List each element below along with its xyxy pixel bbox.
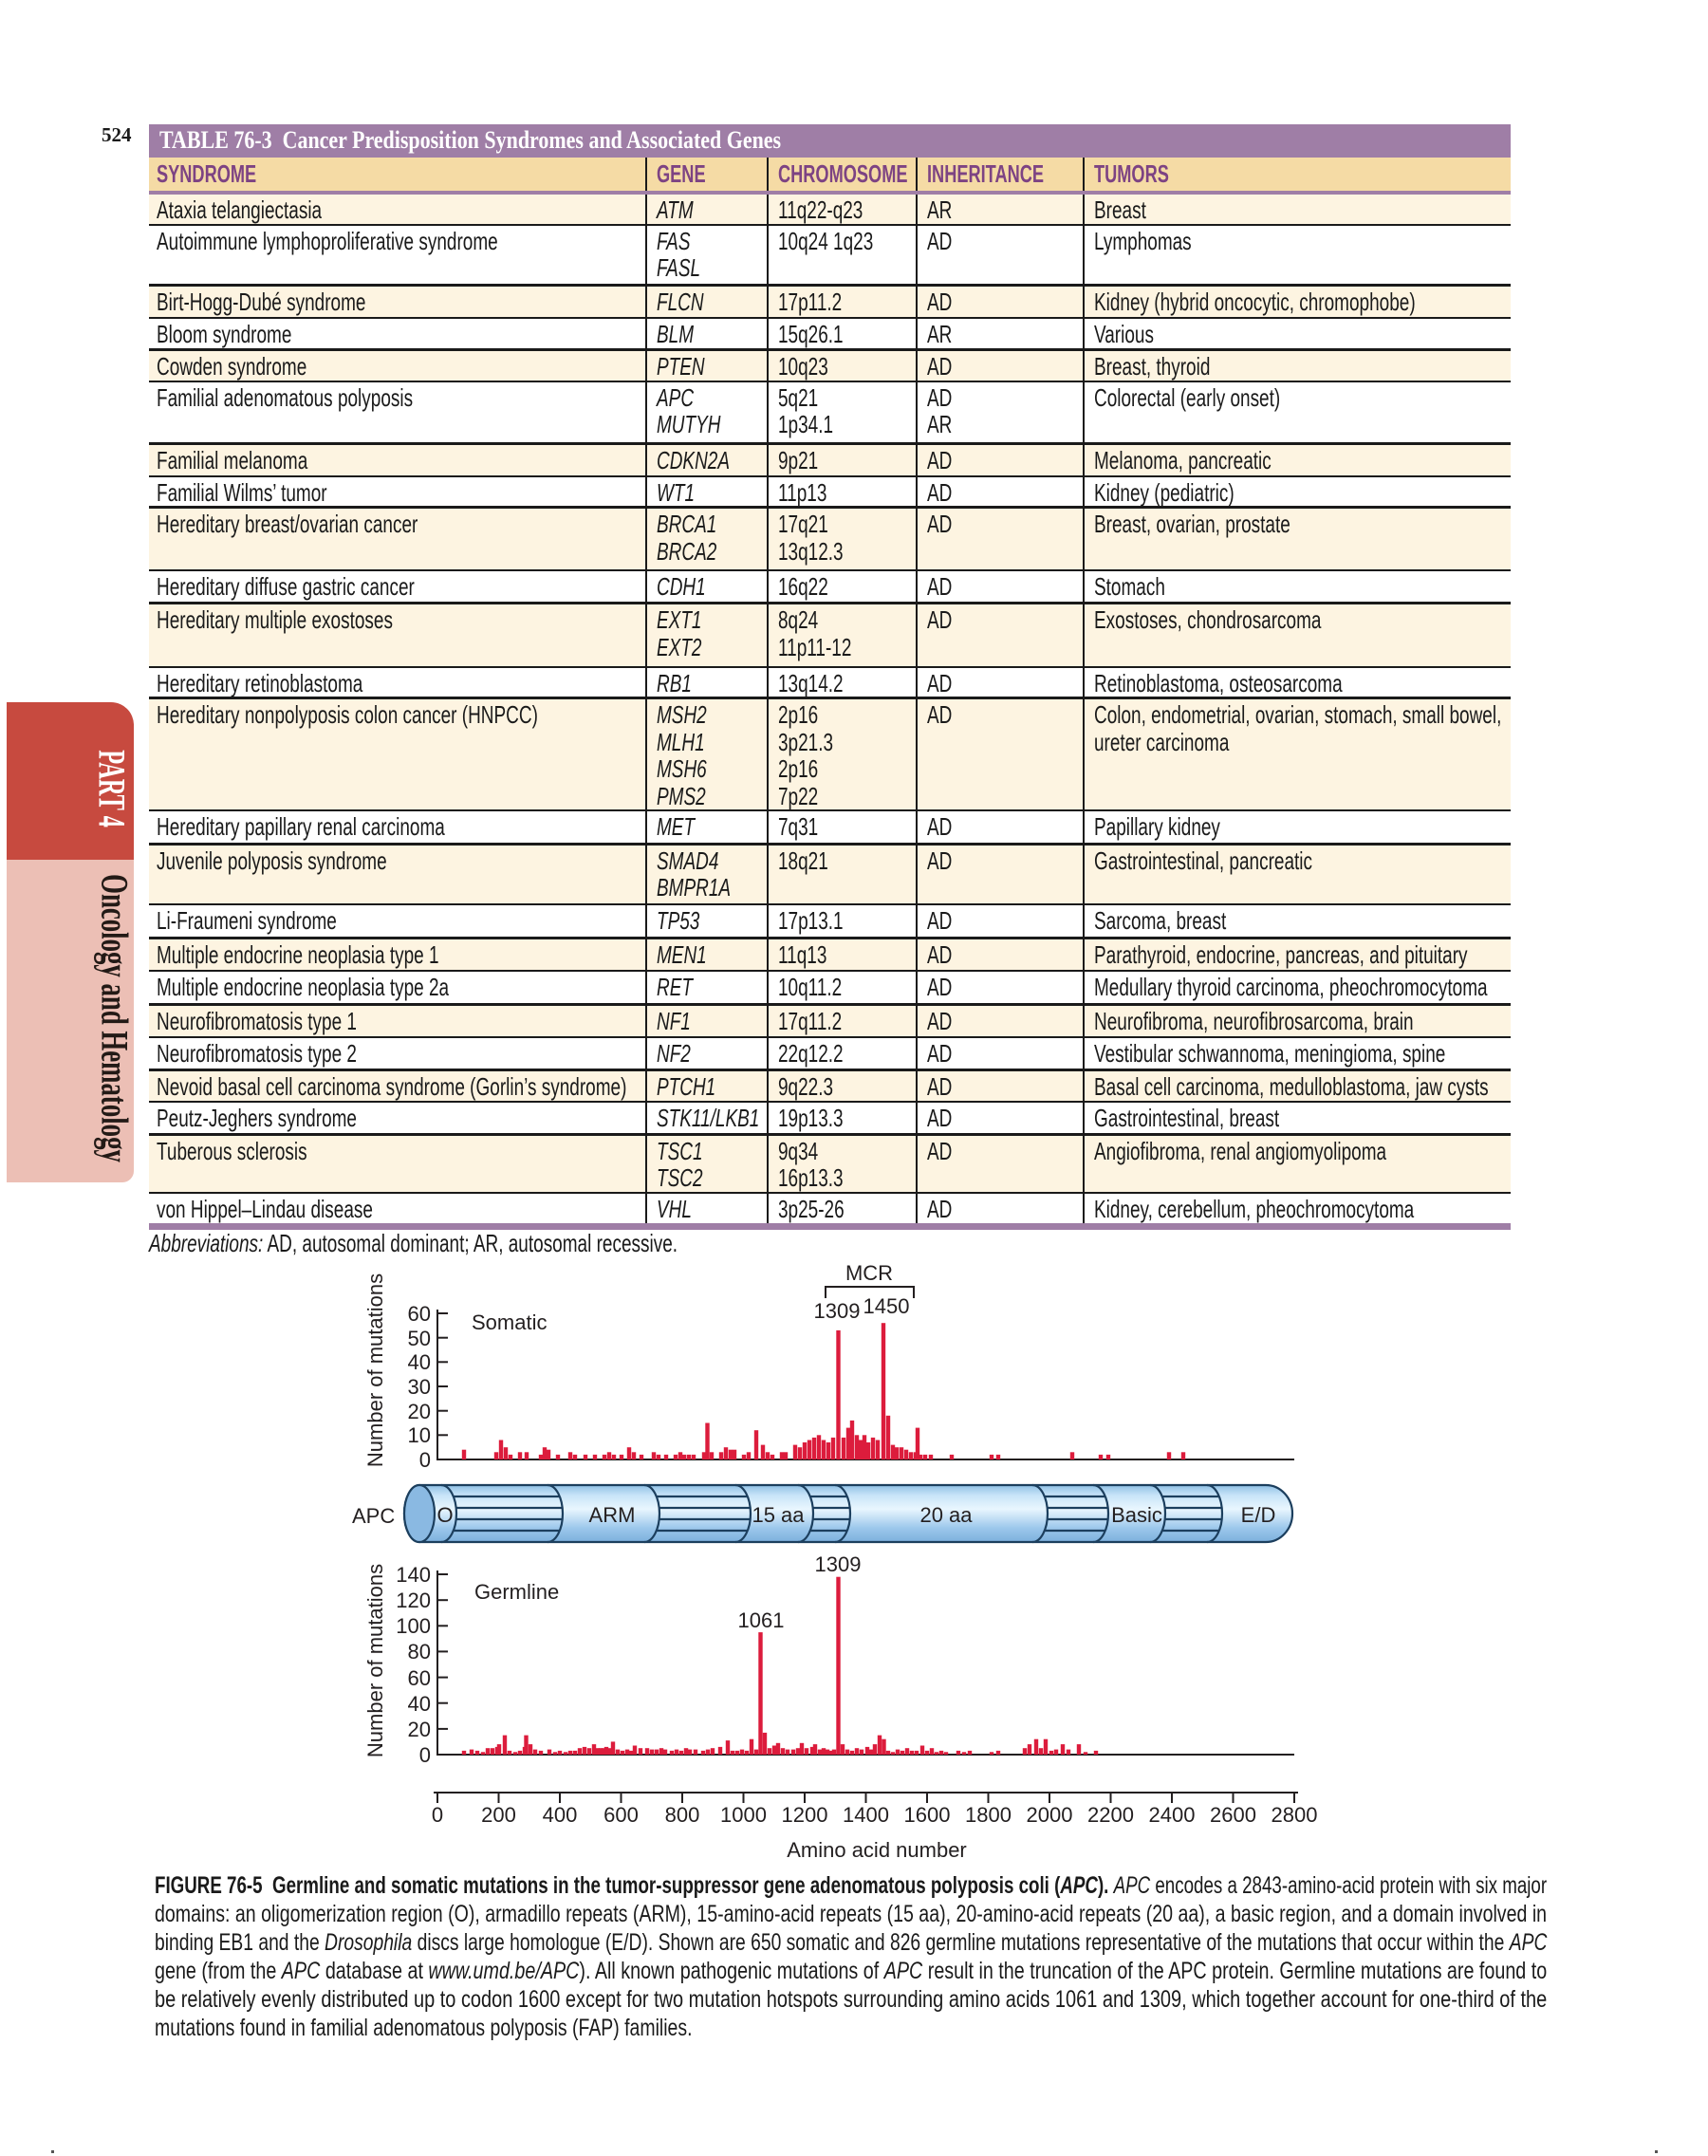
svg-text:20 aa: 20 aa (919, 1503, 973, 1527)
svg-text:Amino acid number: Amino acid number (787, 1838, 967, 1862)
svg-text:0: 0 (419, 1743, 431, 1767)
svg-text:30: 30 (408, 1375, 431, 1399)
svg-text:1000: 1000 (720, 1803, 767, 1827)
svg-text:APC: APC (352, 1504, 395, 1528)
svg-text:ARM: ARM (589, 1503, 636, 1527)
svg-text:20: 20 (408, 1718, 431, 1741)
svg-text:2000: 2000 (1027, 1803, 1073, 1827)
svg-text:100: 100 (396, 1614, 431, 1638)
svg-text:140: 140 (396, 1563, 431, 1587)
svg-text:10: 10 (408, 1423, 431, 1447)
svg-text:O: O (436, 1503, 453, 1527)
svg-text:1200: 1200 (782, 1803, 828, 1827)
svg-text:40: 40 (408, 1350, 431, 1374)
svg-text:400: 400 (543, 1803, 578, 1827)
svg-text:50: 50 (408, 1327, 431, 1350)
svg-text:Somatic: Somatic (472, 1310, 547, 1334)
svg-text:20: 20 (408, 1400, 431, 1423)
svg-text:60: 60 (408, 1666, 431, 1690)
svg-text:800: 800 (665, 1803, 700, 1827)
svg-text:2600: 2600 (1210, 1803, 1256, 1827)
svg-text:Germline: Germline (474, 1580, 559, 1604)
svg-text:600: 600 (603, 1803, 639, 1827)
svg-text:1450: 1450 (863, 1294, 910, 1318)
svg-text:MCR: MCR (845, 1261, 893, 1285)
svg-text:Number of mutations: Number of mutations (363, 1273, 387, 1467)
svg-text:2400: 2400 (1149, 1803, 1196, 1827)
svg-text:1800: 1800 (965, 1803, 1012, 1827)
svg-text:1400: 1400 (843, 1803, 889, 1827)
svg-text:120: 120 (396, 1589, 431, 1612)
svg-text:0: 0 (419, 1448, 431, 1472)
svg-text:2200: 2200 (1087, 1803, 1134, 1827)
svg-text:Basic: Basic (1111, 1503, 1162, 1527)
svg-text:80: 80 (408, 1640, 431, 1663)
svg-text:1061: 1061 (738, 1608, 785, 1632)
svg-text:1600: 1600 (904, 1803, 951, 1827)
svg-text:200: 200 (481, 1803, 516, 1827)
svg-text:2800: 2800 (1272, 1803, 1318, 1827)
svg-text:E/D: E/D (1241, 1503, 1276, 1527)
svg-text:0: 0 (432, 1803, 443, 1827)
svg-text:1309: 1309 (814, 1299, 861, 1323)
svg-text:Number of mutations: Number of mutations (363, 1564, 387, 1757)
svg-text:40: 40 (408, 1692, 431, 1716)
svg-text:15 aa: 15 aa (752, 1503, 805, 1527)
svg-text:60: 60 (408, 1302, 431, 1326)
svg-text:1309: 1309 (815, 1552, 862, 1576)
